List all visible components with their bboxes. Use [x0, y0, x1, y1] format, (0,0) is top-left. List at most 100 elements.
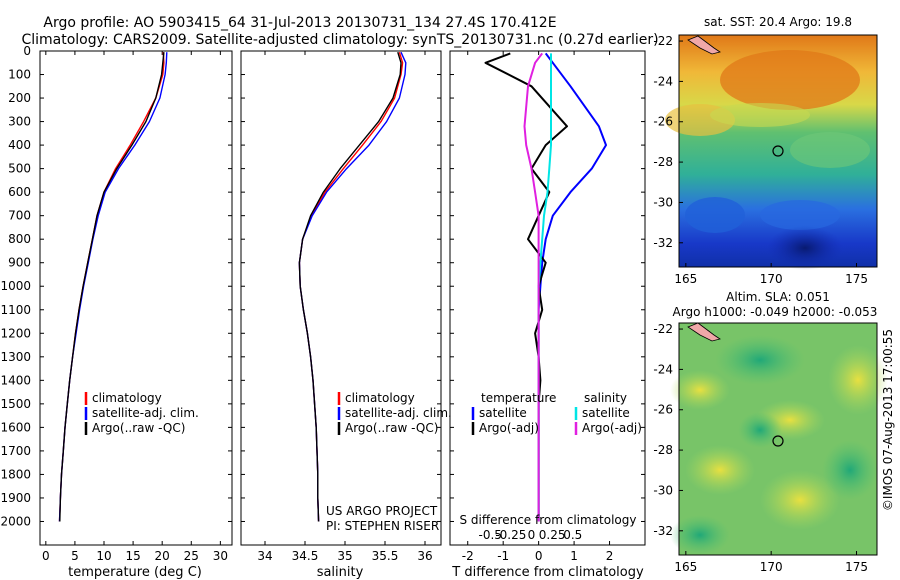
x-tick-label: 5: [71, 549, 79, 563]
s-tick-label: 0.5: [563, 528, 582, 542]
sla-low-patch: [738, 412, 782, 448]
land-new-caledonia: [687, 35, 721, 55]
x-tick-label: 0: [42, 549, 50, 563]
temperature-panel-frame: [39, 50, 233, 546]
legend-label-satellite: satellite-adj. clim.: [92, 406, 199, 420]
legend-label-s-argo: Argo(-adj): [582, 421, 642, 435]
s-tick-label: 0.25: [539, 528, 566, 542]
depth-tick-label: 1100: [0, 303, 31, 317]
depth-tick-label: 900: [8, 256, 31, 270]
depth-tick-label: 1600: [0, 420, 31, 434]
depth-tick-label: 2000: [0, 514, 31, 528]
x-tick-label: 10: [96, 549, 111, 563]
s-tick-label: -0.25: [495, 528, 526, 542]
sla-high-patch: [670, 370, 730, 410]
sst-cool-patch: [685, 197, 745, 233]
legend-label-argo: Argo(..raw -QC): [92, 421, 185, 435]
sla-low-patch: [822, 440, 878, 500]
legend-label-climatology: climatology: [92, 391, 162, 405]
map-y-tick-label: -30: [653, 483, 673, 497]
x-tick-label: -2: [462, 549, 474, 563]
x-tick-label: 15: [125, 549, 140, 563]
salinity-plot: 34 34.5 35 35.5 36: [257, 51, 433, 563]
depth-tick-label: 1400: [0, 373, 31, 387]
legend-label-argo: Argo(..raw -QC): [345, 421, 438, 435]
legend-header-temperature: temperature: [481, 391, 556, 405]
map-x-tick-label: 165: [674, 560, 697, 574]
map-x-tick-label: 170: [760, 272, 783, 286]
sla-map-title-line-2: Argo h1000: -0.049 h2000: -0.053: [673, 305, 878, 319]
legend-header-salinity: salinity: [584, 391, 627, 405]
map-y-tick-label: -22: [653, 322, 673, 336]
sla-map: [670, 322, 888, 556]
salinity-legend: climatology satellite-adj. clim. Argo(..…: [337, 391, 452, 435]
map-x-tick-label: 165: [674, 272, 697, 286]
argo-location-marker: [772, 145, 784, 157]
sla-high-patch: [760, 470, 840, 530]
x-tick-label: 1: [570, 549, 578, 563]
map-y-tick-label: -32: [653, 524, 673, 538]
salinity-panel-frame: [240, 50, 442, 546]
pi-annotation: PI: STEPHEN RISER: [326, 519, 439, 533]
temperature-plot: 0 5 10 15 20 25 30: [42, 51, 228, 563]
depth-tick-label: 1800: [0, 467, 31, 481]
sst-mid-patch: [710, 103, 810, 127]
depth-tick-label: 600: [8, 185, 31, 199]
depth-tick-label: 100: [8, 68, 31, 82]
title-line-1: Argo profile: AO 5903415_64 31-Jul-2013 …: [43, 15, 556, 31]
t-difference-xlabel: T difference from climatology: [451, 565, 644, 580]
sla-map-frame: [678, 322, 878, 556]
series-line: [59, 52, 165, 522]
sst-cool-patch: [760, 200, 840, 230]
depth-axis: 0 100 200 300 400 500 600 700 800 900 1000 1100 1200…: [0, 44, 645, 528]
title-line-2: Climatology: CARS2009. Satellite-adjuste…: [21, 32, 658, 48]
sst-map-title: sat. SST: 20.4 Argo: 19.8: [704, 15, 852, 29]
x-tick-label: 0: [535, 549, 543, 563]
sst-warm-patch: [720, 50, 860, 110]
depth-tick-label: 300: [8, 115, 31, 129]
s-tick-label: -0.5: [479, 528, 502, 542]
depth-tick-label: 1000: [0, 279, 31, 293]
depth-tick-label: 1500: [0, 397, 31, 411]
x-tick-label: 36: [417, 549, 432, 563]
map-y-tick-label: -24: [653, 362, 673, 376]
depth-tick-label: 500: [8, 162, 31, 176]
map-x-tick-label: 175: [845, 560, 868, 574]
sla-low-patch: [670, 515, 730, 555]
argo-location-marker: [772, 435, 784, 447]
x-tick-label: 35: [337, 549, 352, 563]
legend-label-s-satellite: satellite: [582, 406, 630, 420]
map-y-tick-label: -28: [653, 443, 673, 457]
project-annotation: US ARGO PROJECT: [326, 504, 438, 518]
legend-label-satellite: satellite-adj. clim.: [345, 406, 452, 420]
x-tick-label: 2: [606, 549, 614, 563]
depth-tick-label: 1200: [0, 326, 31, 340]
land-new-caledonia: [687, 322, 721, 342]
x-tick-label: 20: [155, 549, 170, 563]
x-tick-label: 34: [257, 549, 272, 563]
x-tick-label: -1: [497, 549, 509, 563]
sla-low-patch: [715, 335, 805, 385]
difference-plot: -2 -1 0 1 2-0.5-0.25 0 0.250.5: [462, 51, 614, 563]
salinity-xlabel: salinity: [317, 565, 364, 580]
temperature-xlabel: temperature (deg C): [68, 565, 202, 580]
x-tick-label: 34.5: [292, 549, 319, 563]
s-difference-label: S difference from climatology: [460, 513, 637, 527]
legend-label-t-satellite: satellite: [479, 406, 527, 420]
map-y-tick-label: -28: [653, 155, 673, 169]
difference-legend: temperature salinity satellite Argo(-adj…: [471, 391, 642, 435]
series-line: [298, 51, 402, 522]
sst-map-frame: [678, 34, 878, 268]
sla-high-patch: [828, 345, 888, 415]
sst-mid-patch: [790, 132, 870, 168]
legend-label-t-argo: Argo(-adj): [479, 421, 539, 435]
sst-cold-core: [767, 226, 843, 270]
depth-tick-label: 700: [8, 209, 31, 223]
map-y-tick-label: -32: [653, 236, 673, 250]
depth-tick-label: 400: [8, 138, 31, 152]
map-x-tick-label: 170: [760, 560, 783, 574]
depth-tick-label: 200: [8, 91, 31, 105]
depth-tick-label: 0: [23, 44, 31, 58]
map-y-tick-label: -24: [653, 74, 673, 88]
